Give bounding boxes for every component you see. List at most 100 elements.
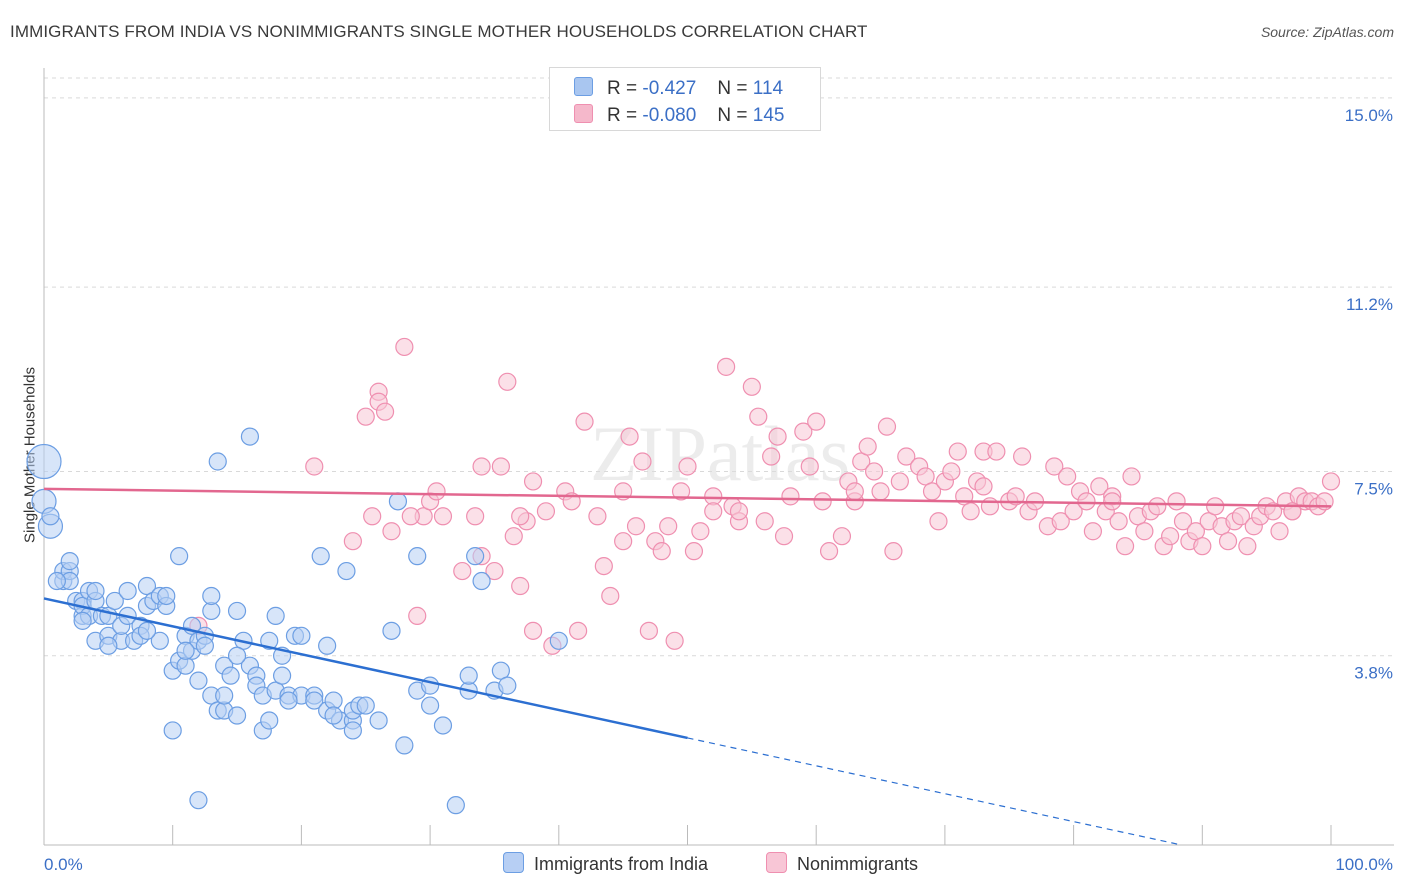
india-point bbox=[498, 676, 517, 695]
nonimmigrants-point bbox=[774, 527, 794, 546]
nonimmigrants-point bbox=[601, 586, 620, 606]
nonimmigrants-point bbox=[865, 462, 884, 481]
india-point bbox=[202, 586, 221, 606]
legend-item-nonimmigrants[interactable]: Nonimmigrants bbox=[766, 852, 918, 875]
nonimmigrants-point bbox=[1109, 512, 1128, 531]
india-point bbox=[491, 661, 510, 680]
legend-label-india: Immigrants from India bbox=[534, 854, 709, 874]
nonimmigrants-point bbox=[1058, 467, 1077, 486]
india-point bbox=[279, 691, 298, 710]
legend-item-india[interactable]: Immigrants from India bbox=[503, 852, 708, 875]
nonimmigrants-point bbox=[1090, 477, 1109, 496]
india-point bbox=[433, 716, 453, 735]
series-legend: Immigrants from India Nonimmigrants bbox=[0, 852, 1406, 878]
y-tick-label: 7.5% bbox=[1354, 479, 1393, 498]
nonimmigrants-point bbox=[858, 437, 877, 456]
nonimmigrants-point bbox=[794, 422, 813, 441]
nonimmigrants-point bbox=[800, 457, 819, 476]
india-point bbox=[227, 706, 247, 725]
nonimmigrants-point bbox=[453, 561, 472, 581]
india-point bbox=[60, 552, 79, 571]
nonimmigrants-point bbox=[491, 457, 510, 476]
india-point bbox=[26, 443, 62, 480]
nonimmigrants-point bbox=[897, 447, 916, 466]
nonimmigrants-point bbox=[1161, 527, 1180, 546]
nonimmigrants-point bbox=[1013, 447, 1032, 466]
india-point bbox=[292, 626, 311, 645]
nonimmigrants-point bbox=[375, 402, 395, 421]
nonimmigrants-swatch bbox=[574, 104, 593, 123]
india-point bbox=[41, 507, 60, 526]
nonimmigrants-point bbox=[1115, 537, 1135, 556]
nonimmigrants-point bbox=[1173, 512, 1193, 531]
r-label: R = bbox=[607, 105, 638, 126]
stats-legend: R = -0.427 N = 114 R = -0.080 N = 145 bbox=[549, 67, 821, 131]
nonimmigrants-point bbox=[916, 467, 935, 486]
india-point bbox=[311, 547, 330, 566]
nonimmigrants-point bbox=[511, 507, 530, 526]
india-point bbox=[466, 547, 485, 566]
nonimmigrants-point bbox=[762, 447, 781, 466]
india-point bbox=[118, 581, 137, 601]
source-credit: Source: ZipAtlas.com bbox=[1260, 24, 1394, 40]
nonimmigrants-point bbox=[401, 507, 420, 526]
nonimmigrants-point bbox=[523, 621, 543, 640]
india-point bbox=[73, 611, 92, 630]
nonimmigrants-point bbox=[1083, 522, 1103, 541]
nonimmigrants-point bbox=[1148, 497, 1167, 516]
nonimmigrants-point bbox=[819, 542, 839, 561]
india-point bbox=[260, 711, 279, 730]
legend-label-nonimmigrants: Nonimmigrants bbox=[797, 854, 919, 874]
nonimmigrants-point bbox=[594, 556, 613, 576]
nonimmigrants-point bbox=[768, 427, 787, 446]
nonimmigrants-point bbox=[395, 337, 414, 357]
india-point bbox=[150, 631, 169, 650]
nonimmigrants-point bbox=[626, 517, 646, 536]
nonimmigrants-point bbox=[1006, 487, 1025, 506]
nonimmigrants-point bbox=[511, 576, 530, 596]
nonimmigrants-point bbox=[1122, 467, 1141, 486]
nonimmigrants-point bbox=[1135, 522, 1154, 541]
nonimmigrants-point bbox=[729, 502, 749, 521]
nonimmigrants-point bbox=[691, 522, 710, 541]
n-label: N = bbox=[717, 78, 748, 99]
nonimmigrants-point bbox=[575, 412, 594, 431]
nonimmigrants-point bbox=[433, 507, 453, 526]
nonimmigrants-point bbox=[832, 527, 852, 546]
nonimmigrants-point bbox=[633, 452, 652, 471]
india-point bbox=[260, 631, 279, 650]
nonimmigrants-point bbox=[1263, 502, 1283, 521]
stats-row-india: R = -0.427 N = 114 bbox=[574, 77, 783, 101]
nonimmigrants-point bbox=[614, 532, 633, 551]
x-tick-label: 100.0% bbox=[1335, 855, 1393, 874]
nonimmigrants-point bbox=[671, 482, 691, 501]
r-value: -0.080 bbox=[642, 105, 697, 126]
india-point bbox=[343, 721, 362, 740]
india-point bbox=[105, 591, 124, 611]
nonimmigrants-point bbox=[485, 561, 504, 581]
india-point bbox=[208, 452, 227, 471]
india-point bbox=[356, 696, 375, 715]
n-value: 145 bbox=[752, 105, 785, 126]
india-point bbox=[221, 666, 240, 685]
nonimmigrants-point bbox=[755, 512, 774, 531]
r-label: R = bbox=[607, 78, 638, 99]
nonimmigrants-point bbox=[742, 377, 761, 396]
nonimmigrants-point bbox=[684, 542, 704, 561]
india-point bbox=[195, 636, 214, 655]
india-point bbox=[86, 581, 105, 601]
india-point bbox=[337, 561, 356, 581]
india-legend-swatch bbox=[503, 852, 524, 873]
india-point bbox=[137, 576, 157, 596]
india-point bbox=[227, 601, 247, 621]
nonimmigrants-point bbox=[363, 507, 382, 526]
nonimmigrants-point bbox=[536, 502, 556, 521]
nonimmigrants-point bbox=[639, 621, 658, 640]
india-point bbox=[395, 736, 414, 755]
nonimmigrants-trend-line bbox=[43, 487, 1332, 508]
india-point bbox=[137, 621, 157, 640]
y-tick-label: 15.0% bbox=[1345, 106, 1393, 125]
nonimmigrants-point bbox=[1103, 492, 1122, 511]
nonimmigrants-point bbox=[588, 507, 607, 526]
